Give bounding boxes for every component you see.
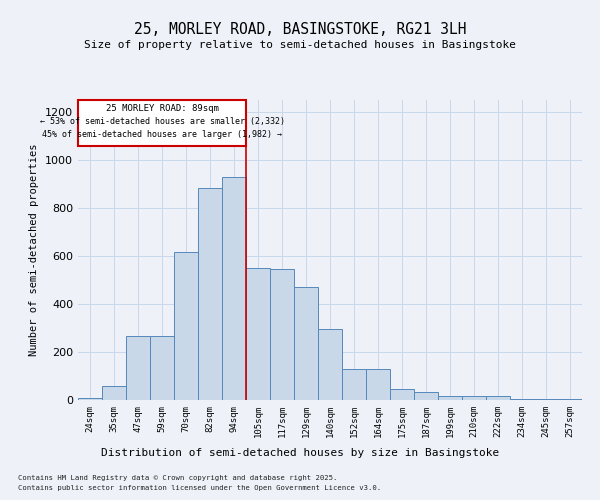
Bar	[78, 398, 102, 400]
Bar	[150, 336, 174, 400]
Bar	[342, 369, 366, 400]
Y-axis label: Number of semi-detached properties: Number of semi-detached properties	[29, 144, 40, 356]
Bar	[102, 386, 126, 400]
Bar	[78, 100, 246, 146]
Text: Size of property relative to semi-detached houses in Basingstoke: Size of property relative to semi-detach…	[84, 40, 516, 50]
Bar	[438, 396, 462, 400]
Bar	[270, 268, 294, 400]
Bar	[246, 268, 270, 400]
Text: 25 MORLEY ROAD: 89sqm: 25 MORLEY ROAD: 89sqm	[106, 104, 218, 113]
Bar	[534, 399, 558, 400]
Bar	[366, 369, 390, 400]
Bar	[318, 329, 342, 400]
Bar	[486, 396, 510, 400]
Bar	[390, 389, 414, 400]
Bar	[414, 392, 438, 400]
Bar	[126, 336, 150, 400]
Text: Distribution of semi-detached houses by size in Basingstoke: Distribution of semi-detached houses by …	[101, 448, 499, 458]
Text: 45% of semi-detached houses are larger (1,982) →: 45% of semi-detached houses are larger (…	[42, 130, 282, 140]
Bar	[510, 399, 534, 400]
Bar	[222, 177, 246, 400]
Bar	[174, 252, 198, 400]
Bar	[294, 287, 318, 400]
Bar	[198, 188, 222, 400]
Text: ← 53% of semi-detached houses are smaller (2,332): ← 53% of semi-detached houses are smalle…	[40, 117, 284, 126]
Bar	[462, 396, 486, 400]
Text: Contains public sector information licensed under the Open Government Licence v3: Contains public sector information licen…	[18, 485, 381, 491]
Text: Contains HM Land Registry data © Crown copyright and database right 2025.: Contains HM Land Registry data © Crown c…	[18, 475, 337, 481]
Text: 25, MORLEY ROAD, BASINGSTOKE, RG21 3LH: 25, MORLEY ROAD, BASINGSTOKE, RG21 3LH	[134, 22, 466, 38]
